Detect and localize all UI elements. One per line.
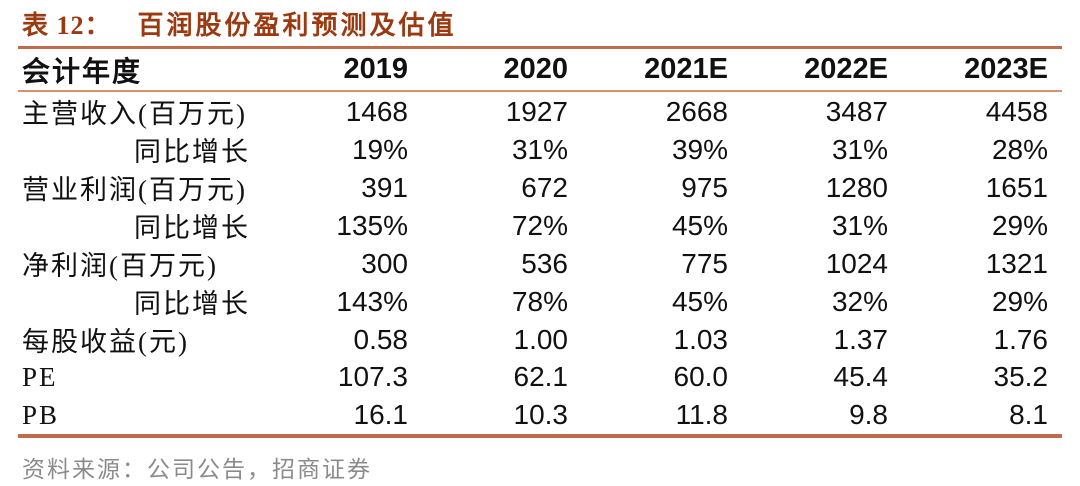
table-row-operating-profit: 营业利润(百万元) 391 672 975 1280 1651 <box>0 168 1080 206</box>
table-cell: 32% <box>831 285 888 317</box>
column-header-2020: 2020 <box>503 53 568 85</box>
row-label: 营业利润(百万元) <box>22 175 247 205</box>
table-cell: 1651 <box>985 171 1048 203</box>
table-cell: 9.8 <box>849 399 888 430</box>
table-cell: 775 <box>681 247 728 279</box>
row-label: 同比增长 <box>134 137 250 167</box>
table-cell: 300 <box>361 247 408 279</box>
table-cell: 975 <box>681 171 728 203</box>
table-header: 会计年度 2019 2020 2021E 2022E 2023E <box>0 49 1080 90</box>
table-cell: 143% <box>336 285 408 317</box>
table-cell: 45.4 <box>833 361 889 392</box>
table-row-net-profit: 净利润(百万元) 300 536 775 1024 1321 <box>0 244 1080 282</box>
table-header-row: 会计年度 2019 2020 2021E 2022E 2023E <box>0 49 1080 90</box>
table-cell: 72% <box>511 209 568 241</box>
table-cell: 1.00 <box>513 323 569 355</box>
source-note: 资料来源：公司公告，招商证券 <box>22 457 372 482</box>
table-cell: 536 <box>521 247 568 279</box>
table-cell: 11.8 <box>675 399 728 430</box>
table-body: 主营收入(百万元) 1468 1927 2668 3487 4458 同比增长 … <box>0 92 1080 434</box>
table-cell: 1927 <box>505 95 568 127</box>
table-cell: 60.0 <box>673 361 729 392</box>
table-cell: 29% <box>991 209 1048 241</box>
table-cell: 391 <box>361 171 408 203</box>
table-title: 表 12： 百润股份盈利预测及估值 <box>0 6 1080 46</box>
table-cell: 62.1 <box>513 361 569 392</box>
table-cell: 1468 <box>345 95 408 127</box>
table-cell: 4458 <box>985 95 1048 127</box>
row-label: 同比增长 <box>134 213 250 243</box>
table-row-net-profit-yoy-growth: 同比增长 143% 78% 45% 32% 29% <box>0 282 1080 320</box>
table-cell: 28% <box>991 133 1048 165</box>
table-cell: 1280 <box>825 171 888 203</box>
row-label: PB <box>22 399 60 430</box>
table-cell: 1024 <box>825 247 888 279</box>
table-cell: 31% <box>511 133 568 165</box>
column-header-2023e: 2023E <box>964 53 1048 85</box>
table-cell: 45% <box>671 209 728 241</box>
column-header-2019: 2019 <box>343 53 408 85</box>
table-cell: 1.37 <box>833 323 889 355</box>
divider-below-title <box>18 46 1062 49</box>
column-header-fiscal-year: 会计年度 <box>22 56 143 88</box>
table-cell: 31% <box>831 209 888 241</box>
table-cell: 3487 <box>825 95 888 127</box>
table-cell: 19% <box>351 133 408 165</box>
row-label: PE <box>22 361 58 392</box>
table-number: 表 12： <box>22 11 112 40</box>
table-cell: 1.03 <box>673 323 729 355</box>
table-row-pb: PB 16.1 10.3 11.8 9.8 8.1 <box>0 396 1080 434</box>
table-cell: 107.3 <box>337 361 408 392</box>
table-cell: 39% <box>671 133 728 165</box>
table-cell: 2668 <box>665 95 728 127</box>
table-cell: 135% <box>336 209 408 241</box>
column-header-2022e: 2022E <box>804 53 888 85</box>
table-row-pe: PE 107.3 62.1 60.0 45.4 35.2 <box>0 358 1080 396</box>
table-title-text: 百润股份盈利预测及估值 <box>137 11 457 40</box>
column-header-2021e: 2021E <box>644 53 728 85</box>
table-cell: 8.1 <box>1009 399 1048 430</box>
row-label: 主营收入(百万元) <box>22 99 247 129</box>
table-cell: 16.1 <box>353 399 409 430</box>
table-cell: 1.76 <box>993 323 1049 355</box>
table-cell: 35.2 <box>993 361 1049 392</box>
table-row-revenue-yoy-growth: 同比增长 19% 31% 39% 31% 28% <box>0 130 1080 168</box>
row-label: 每股收益(元) <box>22 327 189 357</box>
divider-below-header <box>18 90 1062 92</box>
table-row-eps: 每股收益(元) 0.58 1.00 1.03 1.37 1.76 <box>0 320 1080 358</box>
table-cell: 78% <box>511 285 568 317</box>
table-cell: 29% <box>991 285 1048 317</box>
table-cell: 45% <box>671 285 728 317</box>
table-cell: 1321 <box>985 247 1048 279</box>
row-label: 净利润(百万元) <box>22 251 218 281</box>
table-row-operating-profit-yoy-growth: 同比增长 135% 72% 45% 31% 29% <box>0 206 1080 244</box>
divider-bottom <box>18 434 1062 438</box>
table-cell: 10.3 <box>513 399 569 430</box>
row-label: 同比增长 <box>134 289 250 319</box>
table-cell: 31% <box>831 133 888 165</box>
table-cell: 0.58 <box>353 323 409 355</box>
table-cell: 672 <box>521 171 568 203</box>
table-row-revenue: 主营收入(百万元) 1468 1927 2668 3487 4458 <box>0 92 1080 130</box>
